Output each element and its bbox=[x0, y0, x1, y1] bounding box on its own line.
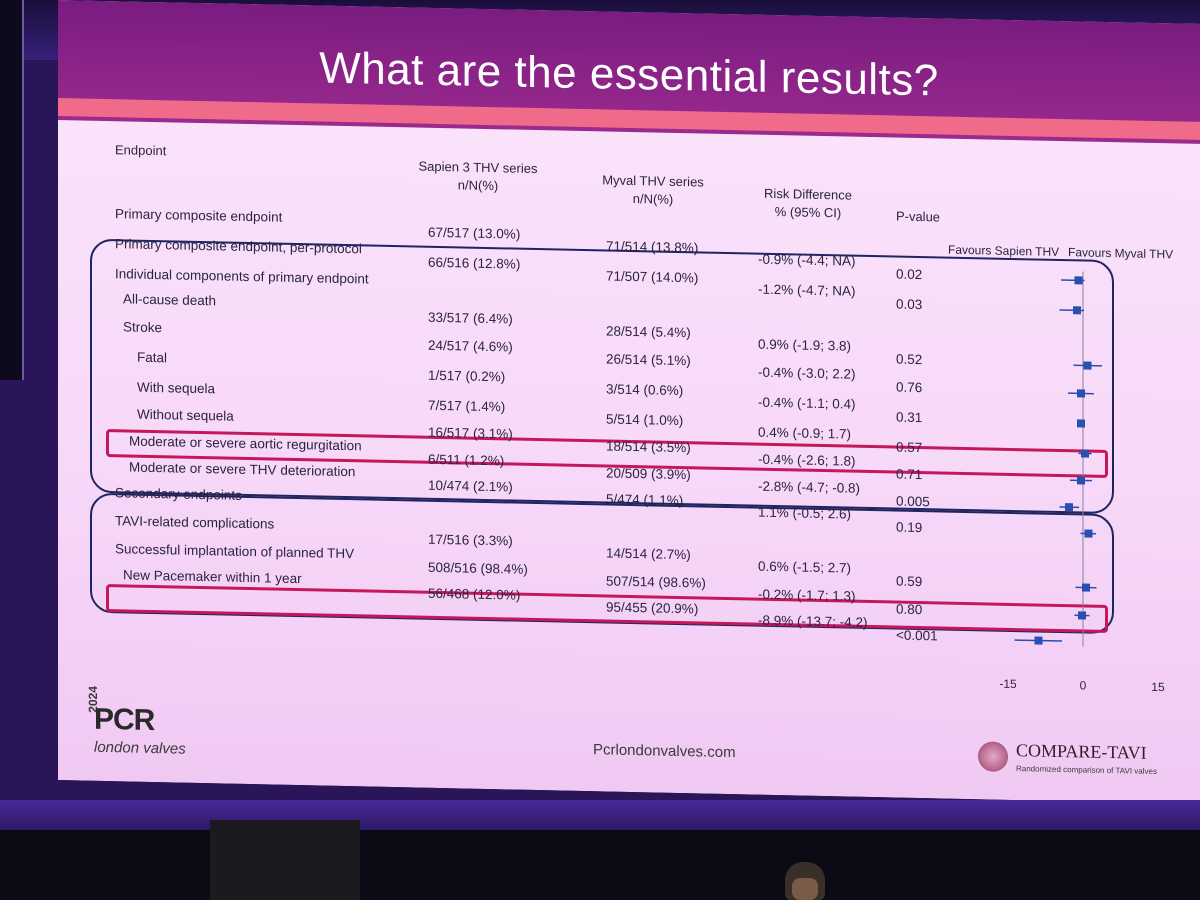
row-endpoint: Secondary endpoints bbox=[115, 485, 242, 503]
row-endpoint: With sequela bbox=[137, 379, 216, 397]
row-p-value: <0.001 bbox=[896, 627, 938, 644]
row-endpoint: All-cause death bbox=[123, 291, 217, 309]
forest-point-marker bbox=[1084, 361, 1092, 369]
forest-plot: -15 0 15 bbox=[988, 269, 1188, 693]
compare-tavi-logo-icon bbox=[978, 741, 1008, 772]
axis-tick-zero: 0 bbox=[1080, 678, 1087, 692]
row-risk-value: -0.2% (-1.7; 1.3) bbox=[758, 586, 856, 604]
row-sapien-value: 508/516 (98.4%) bbox=[428, 559, 528, 577]
pcr-logo: PCR bbox=[94, 702, 155, 738]
row-sapien-value: 24/517 (4.6%) bbox=[428, 337, 513, 355]
row-sapien-value: 66/516 (12.8%) bbox=[428, 254, 521, 272]
header-sapien: Sapien 3 THV series n/N(%) bbox=[413, 157, 543, 196]
row-p-value: 0.31 bbox=[896, 409, 923, 426]
header-endpoint: Endpoint bbox=[115, 142, 167, 159]
row-myval-value: 507/514 (98.6%) bbox=[606, 573, 706, 591]
row-sapien-value: 7/517 (1.4%) bbox=[428, 397, 506, 415]
row-p-value: 0.02 bbox=[896, 266, 923, 283]
row-p-value: 0.19 bbox=[896, 519, 923, 536]
row-p-value: 0.76 bbox=[896, 379, 923, 396]
compare-tavi-subtitle: Randomized comparison of TAVI valves bbox=[1016, 764, 1157, 777]
row-myval-value: 20/509 (3.9%) bbox=[606, 465, 691, 483]
forest-point-marker bbox=[1078, 611, 1086, 619]
row-risk-value: -0.4% (-3.0; 2.2) bbox=[758, 364, 856, 382]
row-endpoint: Without sequela bbox=[137, 406, 234, 424]
row-myval-value: 95/455 (20.9%) bbox=[606, 599, 699, 617]
row-endpoint: Fatal bbox=[137, 349, 168, 366]
stage-floor bbox=[0, 830, 1200, 900]
side-monitor bbox=[0, 0, 24, 380]
axis-tick-pos15: 15 bbox=[1151, 680, 1165, 694]
row-risk-value: 0.6% (-1.5; 2.7) bbox=[758, 558, 852, 576]
row-endpoint: Stroke bbox=[123, 319, 163, 336]
row-sapien-value: 10/474 (2.1%) bbox=[428, 477, 513, 495]
row-sapien-value: 67/517 (13.0%) bbox=[428, 224, 521, 242]
forest-point-marker bbox=[1065, 503, 1073, 511]
row-myval-value: 3/514 (0.6%) bbox=[606, 381, 684, 399]
row-sapien-value: 1/517 (0.2%) bbox=[428, 367, 506, 385]
row-p-value: 0.80 bbox=[896, 601, 923, 618]
row-myval-value: 71/514 (13.8%) bbox=[606, 238, 699, 256]
dark-stage-object bbox=[210, 820, 360, 900]
row-myval-value: 5/474 (1.1%) bbox=[606, 491, 684, 509]
row-risk-value: 1.1% (-0.5; 2.6) bbox=[758, 504, 852, 522]
row-sapien-value: 56/468 (12.0%) bbox=[428, 585, 521, 603]
row-risk-value: -1.2% (-4.7; NA) bbox=[758, 281, 856, 299]
row-p-value: 0.03 bbox=[896, 296, 923, 313]
row-myval-value: 71/507 (14.0%) bbox=[606, 268, 699, 286]
row-myval-value: 18/514 (3.5%) bbox=[606, 438, 691, 456]
compare-tavi-brand: COMPARE-TAVI bbox=[1016, 740, 1147, 763]
footer-url: Pcrlondonvalves.com bbox=[593, 741, 736, 762]
header-myval: Myval THV series n/N(%) bbox=[588, 171, 718, 210]
row-p-value: 0.59 bbox=[896, 573, 923, 590]
header-myval-line1: Myval THV series bbox=[602, 172, 704, 190]
header-myval-line2: n/N(%) bbox=[632, 191, 674, 207]
forest-point-marker bbox=[1077, 476, 1085, 484]
row-endpoint: Primary composite endpoint bbox=[115, 206, 283, 225]
forest-point-marker bbox=[1035, 636, 1043, 644]
header-risk: Risk Difference % (95% CI) bbox=[748, 184, 868, 223]
row-risk-value: -0.4% (-1.1; 0.4) bbox=[758, 394, 856, 412]
pcr-subtitle: london valves bbox=[94, 738, 186, 758]
row-myval-value: 14/514 (2.7%) bbox=[606, 545, 691, 563]
speaker-face bbox=[792, 878, 818, 900]
row-myval-value: 28/514 (5.4%) bbox=[606, 323, 691, 341]
forest-point-marker bbox=[1081, 449, 1089, 457]
row-myval-value: 26/514 (5.1%) bbox=[606, 351, 691, 369]
row-risk-value: -0.4% (-2.6; 1.8) bbox=[758, 451, 856, 469]
row-risk-value: -2.8% (-4.7; -0.8) bbox=[758, 478, 861, 496]
row-sapien-value: 6/511 (1.2%) bbox=[428, 451, 505, 469]
forest-point-marker bbox=[1077, 419, 1085, 427]
row-risk-value: 0.4% (-0.9; 1.7) bbox=[758, 424, 852, 442]
header-risk-line1: Risk Difference bbox=[764, 185, 852, 203]
forest-point-marker bbox=[1082, 583, 1090, 591]
header-sapien-line1: Sapien 3 THV series bbox=[418, 158, 538, 177]
projection-screen: What are the essential results? Endpoint… bbox=[58, 0, 1200, 804]
row-risk-value: -0.9% (-4.4; NA) bbox=[758, 251, 856, 269]
row-p-value: 0.57 bbox=[896, 439, 923, 456]
header-sapien-line2: n/N(%) bbox=[457, 177, 499, 194]
row-sapien-value: 16/517 (3.1%) bbox=[428, 424, 513, 442]
row-myval-value: 5/514 (1.0%) bbox=[606, 411, 684, 429]
row-risk-value: 0.9% (-1.9; 3.8) bbox=[758, 336, 852, 354]
row-risk-value: -8.9% (-13.7; -4.2) bbox=[758, 612, 868, 630]
forest-point-marker bbox=[1073, 306, 1081, 314]
header-pvalue: P-value bbox=[895, 208, 941, 225]
row-sapien-value: 17/516 (3.3%) bbox=[428, 531, 513, 549]
forest-point-marker bbox=[1077, 389, 1085, 397]
axis-tick-neg15: -15 bbox=[999, 677, 1017, 691]
forest-point-marker bbox=[1075, 276, 1083, 284]
row-sapien-value: 33/517 (6.4%) bbox=[428, 309, 513, 327]
row-p-value: 0.52 bbox=[896, 351, 923, 368]
row-p-value: 0.71 bbox=[896, 466, 923, 483]
forest-point-marker bbox=[1085, 530, 1093, 538]
header-risk-line2: % (95% CI) bbox=[774, 204, 842, 221]
row-p-value: 0.005 bbox=[896, 493, 930, 510]
